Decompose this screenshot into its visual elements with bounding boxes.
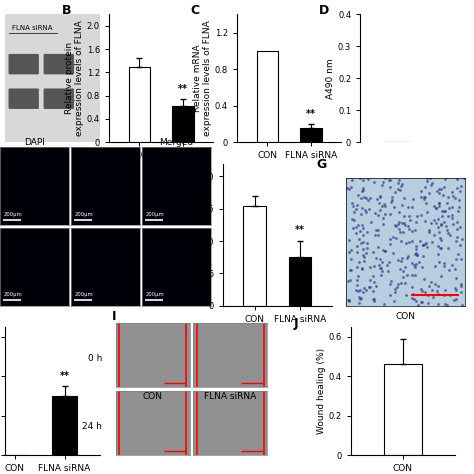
Text: 200μm: 200μm	[146, 292, 164, 297]
Text: **: **	[306, 109, 316, 119]
Bar	[52, 396, 77, 455]
Point	[435, 7, 442, 15]
FancyBboxPatch shape	[44, 89, 74, 109]
Point	[417, 186, 424, 193]
Y-axis label: EdU-positive cells (%): EdU-positive cells (%)	[191, 185, 201, 284]
Title: Merged: Merged	[160, 138, 193, 147]
Bar	[289, 257, 311, 306]
Text: **: **	[178, 84, 188, 94]
Text: FLNA siRNA: FLNA siRNA	[204, 392, 256, 401]
Text: 200μm: 200μm	[74, 212, 93, 217]
FancyBboxPatch shape	[9, 54, 39, 74]
Text: G: G	[316, 157, 327, 171]
FancyBboxPatch shape	[44, 54, 74, 74]
Text: 200μm: 200μm	[146, 212, 164, 217]
Bar	[243, 206, 266, 306]
Bar	[300, 128, 322, 142]
Text: 200μm: 200μm	[74, 292, 93, 297]
Y-axis label: Relative mRNA
expression levels of FLNA: Relative mRNA expression levels of FLNA	[192, 20, 212, 136]
Text: **: **	[295, 226, 305, 236]
Bar	[172, 106, 194, 142]
Text: 0 h: 0 h	[88, 354, 102, 363]
FancyBboxPatch shape	[9, 89, 39, 109]
Text: B: B	[62, 4, 72, 17]
Text: 24 h: 24 h	[82, 422, 102, 431]
Bar	[384, 365, 421, 455]
Y-axis label: Relative protein
expression levels of FLNA: Relative protein expression levels of FL…	[64, 20, 84, 136]
Bar	[256, 51, 278, 142]
Text: **: **	[60, 371, 70, 381]
Y-axis label: A490 nm: A490 nm	[326, 58, 335, 99]
Text: 200μm: 200μm	[3, 292, 22, 297]
Point	[421, 15, 428, 23]
Text: J: J	[293, 317, 298, 330]
Text: C: C	[190, 4, 199, 17]
Text: D: D	[319, 4, 329, 17]
Title: DAPI: DAPI	[24, 138, 45, 147]
Text: 200μm: 200μm	[3, 212, 22, 217]
Text: CON: CON	[143, 392, 163, 401]
Text: FLNA siRNA: FLNA siRNA	[12, 25, 53, 31]
Text: F: F	[171, 152, 179, 165]
Bar	[128, 66, 150, 142]
Text: I: I	[111, 310, 116, 323]
Y-axis label: Wound healing (%): Wound healing (%)	[317, 348, 326, 434]
Point	[424, 190, 432, 198]
Text: CON: CON	[395, 311, 415, 320]
Point	[426, 191, 434, 199]
